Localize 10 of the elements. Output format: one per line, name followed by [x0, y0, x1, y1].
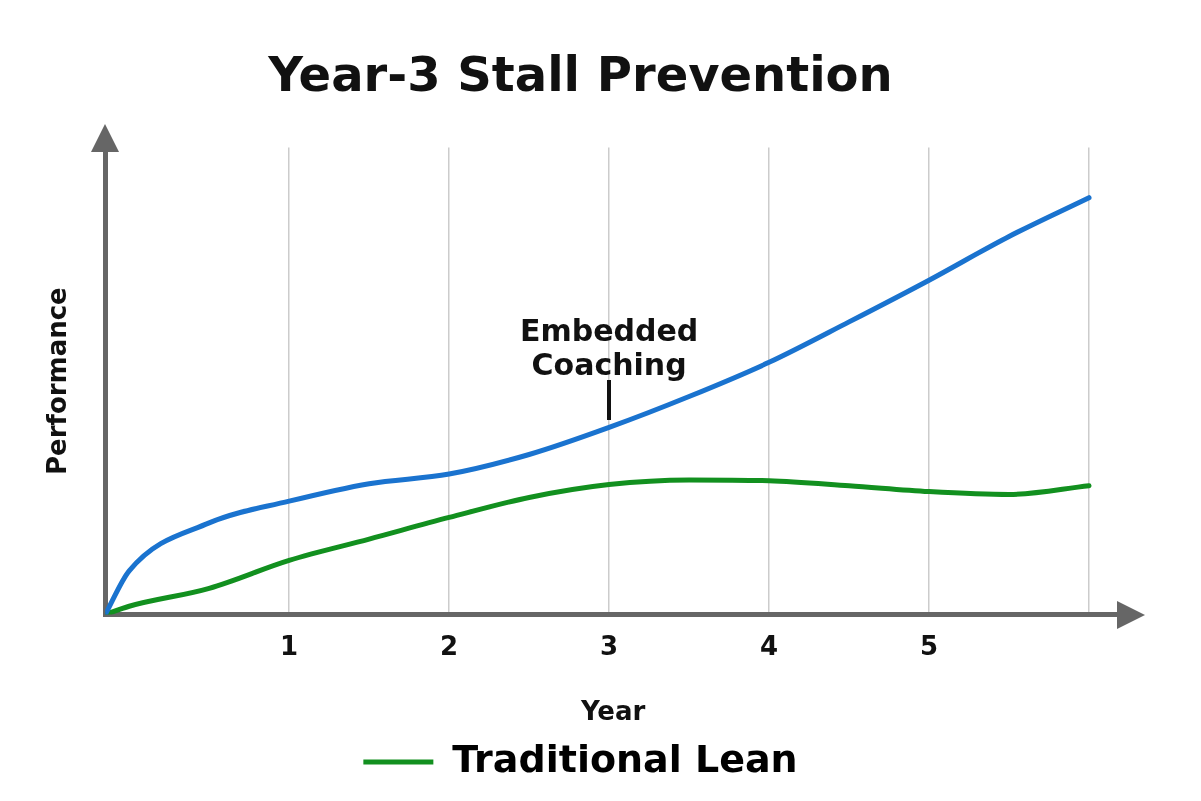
x-tick-label: 1	[280, 630, 299, 661]
chart-title: Year-3 Stall Prevention	[267, 46, 893, 103]
y-axis-title: Performance	[42, 287, 73, 475]
x-tick-label: 2	[440, 630, 459, 661]
x-tick-label: 5	[919, 630, 939, 661]
x-tick-label: 3	[600, 630, 619, 661]
x-axis-title: Year	[579, 696, 646, 727]
legend-label: Traditional Lean	[452, 736, 798, 781]
x-tick-label: 4	[760, 630, 779, 661]
annotation: Embedded Coaching	[519, 313, 699, 383]
